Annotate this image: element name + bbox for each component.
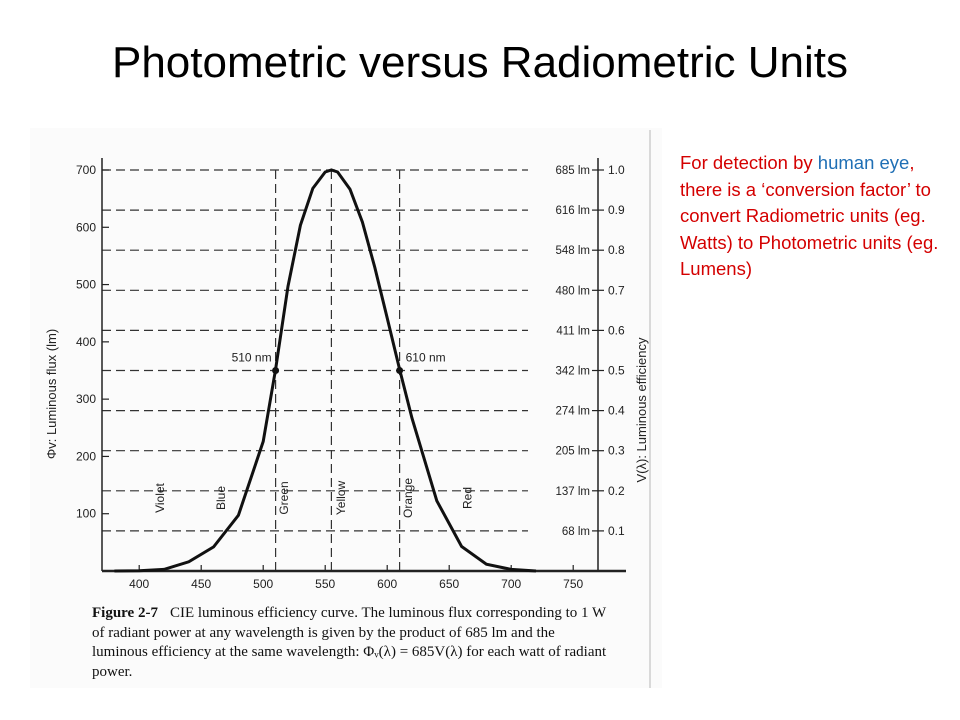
y-right-tick-label: 0.5 (608, 364, 625, 378)
y-right-tick-label: 0.4 (608, 404, 625, 418)
x-tick-label: 400 (129, 577, 149, 591)
figure-label: Figure 2-7 (92, 605, 158, 621)
lumen-tick-label: 480 lm (555, 285, 590, 297)
lumen-tick-label: 411 lm (556, 325, 590, 337)
note-text-part1: For detection by (680, 152, 818, 173)
color-band-label: Red (461, 487, 475, 509)
y-left-tick-label: 100 (76, 507, 96, 521)
lumen-tick-label: 616 lm (555, 205, 590, 217)
x-tick-label: 650 (439, 577, 459, 591)
y-right-tick-label: 0.2 (608, 484, 625, 498)
series-line-luminous-efficiency (114, 168, 537, 573)
lumen-tick-label: 205 lm (555, 446, 590, 458)
x-tick-label: 600 (377, 577, 397, 591)
marker-label: 510 nm (232, 351, 272, 365)
slide-title: Photometric versus Radiometric Units (111, 38, 848, 87)
lumen-tick-label: 342 lm (555, 366, 590, 378)
y-left-tick-label: 400 (76, 335, 96, 349)
y-left-tick-label: 700 (76, 163, 96, 177)
y-right-tick-label: 0.3 (608, 444, 625, 458)
lumen-tick-label: 274 lm (555, 406, 590, 418)
color-band-label: Blue (214, 486, 228, 510)
x-tick-label: 550 (315, 577, 335, 591)
y-right-tick-label: 1.0 (608, 163, 625, 177)
lumen-tick-label: 137 lm (555, 486, 590, 498)
x-tick-label: 700 (501, 577, 521, 591)
y-axis-right-label: V(λ): Luminous efficiency (634, 337, 649, 482)
y-left-tick-label: 300 (76, 392, 96, 406)
y-axis-left-label: Φv: Luminous flux (lm) (44, 329, 59, 459)
lumen-tick-label: 548 lm (555, 245, 590, 257)
note-highlight-human-eye: human eye (817, 152, 910, 173)
color-band-label: Orange (401, 478, 415, 518)
note-text-part2: , there is a ‘conversion factor’ to conv… (680, 152, 939, 279)
color-band-label: Green (277, 481, 291, 514)
x-tick-label: 500 (253, 577, 273, 591)
y-left-tick-label: 200 (76, 449, 96, 463)
x-tick-label: 750 (563, 577, 583, 591)
y-left-tick-label: 500 (76, 278, 96, 292)
y-right-tick-label: 0.7 (608, 283, 625, 297)
lumen-tick-label: 685 lm (555, 165, 590, 177)
y-right-tick-label: 0.8 (608, 243, 625, 257)
lumen-tick-label: 68 lm (562, 526, 590, 538)
marker-point (396, 367, 404, 374)
color-band-label: Violet (153, 482, 167, 512)
y-right-tick-label: 0.6 (608, 323, 625, 337)
scan-background (30, 128, 662, 688)
figure-caption-text: CIE luminous efficiency curve. The lumin… (92, 605, 607, 680)
figure-caption: Figure 2-7 CIE luminous efficiency curve.… (92, 604, 612, 682)
x-tick-label: 450 (191, 577, 211, 591)
y-right-tick-label: 0.1 (608, 524, 625, 538)
marker-label: 610 nm (406, 351, 446, 365)
y-left-tick-label: 600 (76, 220, 96, 234)
color-band-label: Yellow (334, 481, 348, 516)
y-right-tick-label: 0.9 (608, 203, 625, 217)
marker-point (272, 367, 280, 374)
conversion-note: For detection by human eye, there is a ‘… (680, 150, 948, 283)
cie-luminous-efficiency-chart: 100 200 300 400 500 600 700 68 lm 0.1 137 lm 0.2 20… (30, 128, 662, 688)
